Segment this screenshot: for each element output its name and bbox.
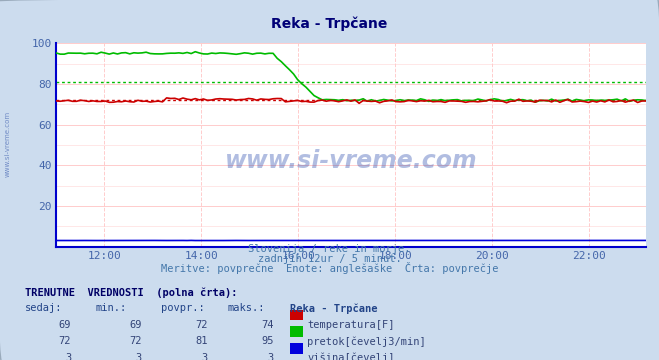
Text: povpr.:: povpr.: <box>161 303 205 313</box>
Text: Slovenija / reke in morje.: Slovenija / reke in morje. <box>248 244 411 254</box>
Text: 3: 3 <box>65 353 71 360</box>
Text: sedaj:: sedaj: <box>25 303 63 313</box>
Text: 74: 74 <box>261 320 273 330</box>
Text: 69: 69 <box>59 320 71 330</box>
Text: 3: 3 <box>202 353 208 360</box>
Text: 69: 69 <box>129 320 142 330</box>
Text: Reka - Trpčane: Reka - Trpčane <box>290 303 378 314</box>
Text: Reka - Trpčane: Reka - Trpčane <box>272 16 387 31</box>
Text: TRENUTNE  VREDNOSTI  (polna črta):: TRENUTNE VREDNOSTI (polna črta): <box>25 288 237 298</box>
Text: www.si-vreme.com: www.si-vreme.com <box>5 111 11 177</box>
Text: 72: 72 <box>59 336 71 346</box>
Text: 81: 81 <box>195 336 208 346</box>
Text: pretok[čevelj3/min]: pretok[čevelj3/min] <box>307 336 426 347</box>
Text: Meritve: povprečne  Enote: anglešaške  Črta: povprečje: Meritve: povprečne Enote: anglešaške Črt… <box>161 262 498 274</box>
Text: zadnjih 12ur / 5 minut.: zadnjih 12ur / 5 minut. <box>258 254 401 264</box>
Text: 95: 95 <box>261 336 273 346</box>
Text: maks.:: maks.: <box>227 303 265 313</box>
Text: 72: 72 <box>195 320 208 330</box>
Text: min.:: min.: <box>96 303 127 313</box>
Text: 3: 3 <box>268 353 273 360</box>
Text: temperatura[F]: temperatura[F] <box>307 320 395 330</box>
Text: 72: 72 <box>129 336 142 346</box>
Text: www.si-vreme.com: www.si-vreme.com <box>225 149 477 173</box>
Text: 3: 3 <box>136 353 142 360</box>
Text: višina[čevelj]: višina[čevelj] <box>307 353 395 360</box>
